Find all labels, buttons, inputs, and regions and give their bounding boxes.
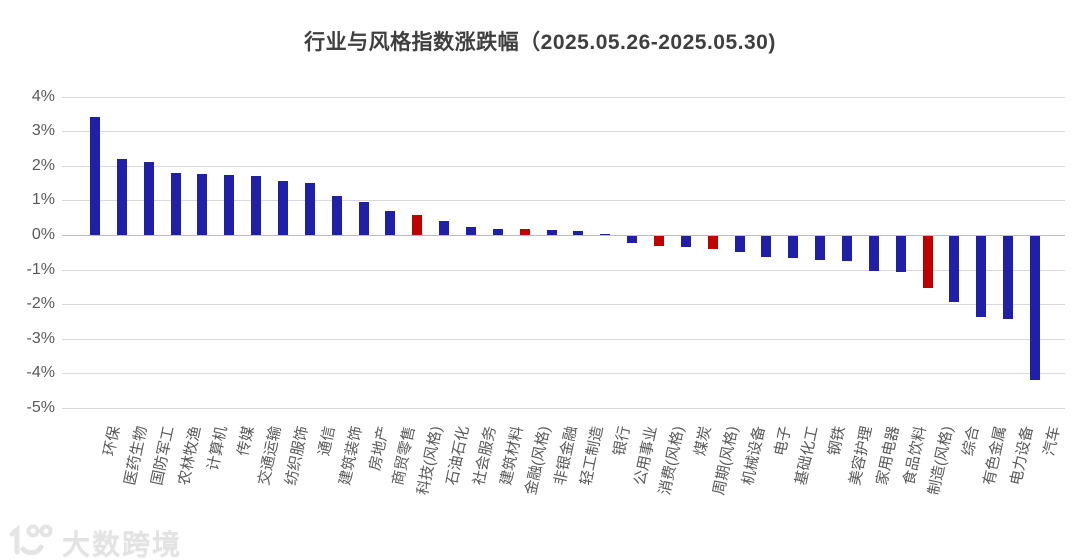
y-axis-label: 2% <box>31 156 55 174</box>
gridline <box>62 131 1065 133</box>
bar <box>251 176 262 235</box>
bar <box>815 236 826 261</box>
x-axis-label: 电子 <box>772 424 796 458</box>
bar <box>707 236 718 250</box>
bar <box>197 174 208 235</box>
bar <box>788 236 799 259</box>
bar <box>304 183 315 235</box>
x-axis-label: 环保 <box>100 424 124 458</box>
x-axis-label: 煤炭 <box>691 424 715 458</box>
bar <box>412 214 423 235</box>
bar <box>922 236 933 288</box>
x-axis-label: 房地产 <box>366 424 393 473</box>
bar <box>170 172 181 235</box>
bar <box>573 230 584 235</box>
zero-axis-line <box>62 235 1065 236</box>
bar <box>895 236 906 273</box>
x-axis-label: 基础化工 <box>792 424 822 487</box>
gridline <box>62 165 1065 167</box>
bar <box>680 236 691 248</box>
bar <box>519 229 530 235</box>
bar <box>116 158 127 235</box>
bar <box>976 236 987 318</box>
x-axis-label: 综合 <box>960 424 984 458</box>
bar <box>465 227 476 235</box>
bar <box>277 181 288 235</box>
gridline <box>62 200 1065 202</box>
bar <box>224 175 235 235</box>
brand-name: 大数跨境 <box>62 528 183 560</box>
y-axis-label: -3% <box>26 329 55 347</box>
y-axis-label: -5% <box>26 399 55 416</box>
bar <box>841 236 852 261</box>
bar <box>761 236 772 257</box>
bar <box>653 236 664 247</box>
y-axis-label: 3% <box>31 122 55 140</box>
gridline <box>62 338 1065 340</box>
y-axis-label: -4% <box>26 364 55 382</box>
brand-logo-icon <box>8 522 58 560</box>
chart-title: 行业与风格指数涨跌幅（2025.05.26-2025.05.30) <box>304 31 776 54</box>
y-axis-label: -2% <box>26 295 55 313</box>
bar <box>546 229 557 235</box>
bar <box>439 221 450 235</box>
y-axis-label: 4% <box>31 87 55 105</box>
gridline <box>62 408 1065 409</box>
x-axis-label: 通信 <box>315 424 339 458</box>
bar <box>949 236 960 302</box>
bar <box>90 117 100 235</box>
x-axis-label: 计算机 <box>205 424 232 473</box>
y-axis-label: -1% <box>26 260 55 278</box>
bar <box>600 233 611 235</box>
y-axis-label: 0% <box>31 226 55 243</box>
bar <box>868 236 879 271</box>
x-axis-label: 电力设备 <box>1007 424 1037 487</box>
x-axis-label: 钢铁 <box>825 424 849 458</box>
bar <box>385 210 396 235</box>
bar <box>331 196 342 235</box>
gridline <box>62 96 1065 98</box>
x-axis-label: 汽车 <box>1040 424 1064 458</box>
bar <box>143 162 154 235</box>
gridline <box>62 373 1065 375</box>
watermark: 大数跨境 <box>8 522 182 560</box>
bar <box>1029 236 1040 380</box>
x-axis-label: 传媒 <box>234 424 258 458</box>
bar <box>627 236 638 243</box>
bar <box>734 236 745 252</box>
x-axis-label: 银行 <box>610 424 634 458</box>
bar <box>492 228 503 235</box>
bar <box>358 202 369 235</box>
bar <box>1003 236 1014 320</box>
y-axis-label: 1% <box>31 191 55 209</box>
gridline <box>62 269 1065 271</box>
gridline <box>62 304 1065 306</box>
